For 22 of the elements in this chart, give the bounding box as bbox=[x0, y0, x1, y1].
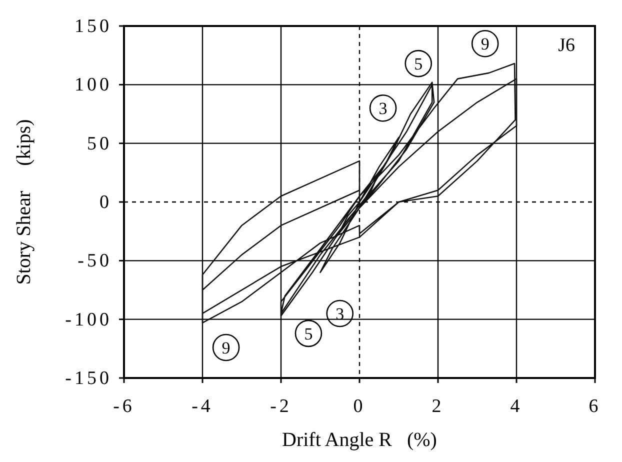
y-tick-label: 0 bbox=[100, 192, 112, 213]
x-tick-label: 0 bbox=[353, 396, 366, 417]
annotation: 9 bbox=[480, 34, 490, 54]
x-tick-label: -6 bbox=[113, 396, 135, 417]
annotation: 5 bbox=[304, 324, 313, 344]
x-tick-label: 2 bbox=[432, 396, 444, 417]
y-tick-label: 100 bbox=[74, 74, 112, 96]
annotation: J6 bbox=[558, 35, 575, 56]
annotation: 5 bbox=[414, 54, 423, 74]
x-tick-label: -2 bbox=[270, 396, 292, 417]
y-tick-label: 50 bbox=[87, 133, 112, 154]
y-tick-label: -100 bbox=[65, 309, 112, 330]
y-tick-label: 150 bbox=[74, 16, 112, 37]
annotation: 3 bbox=[378, 99, 388, 118]
x-tick-label: -4 bbox=[192, 396, 214, 417]
x-tick-label: 4 bbox=[510, 396, 523, 417]
y-tick-label: -50 bbox=[78, 250, 112, 272]
x-axis-title: Drift Angle R (%) bbox=[282, 429, 437, 451]
x-tick-label: 6 bbox=[588, 396, 602, 417]
y-axis-title: Story Shear (kips) bbox=[13, 119, 35, 285]
annotation: 9 bbox=[222, 338, 230, 358]
y-tick-label: -150 bbox=[65, 368, 112, 389]
